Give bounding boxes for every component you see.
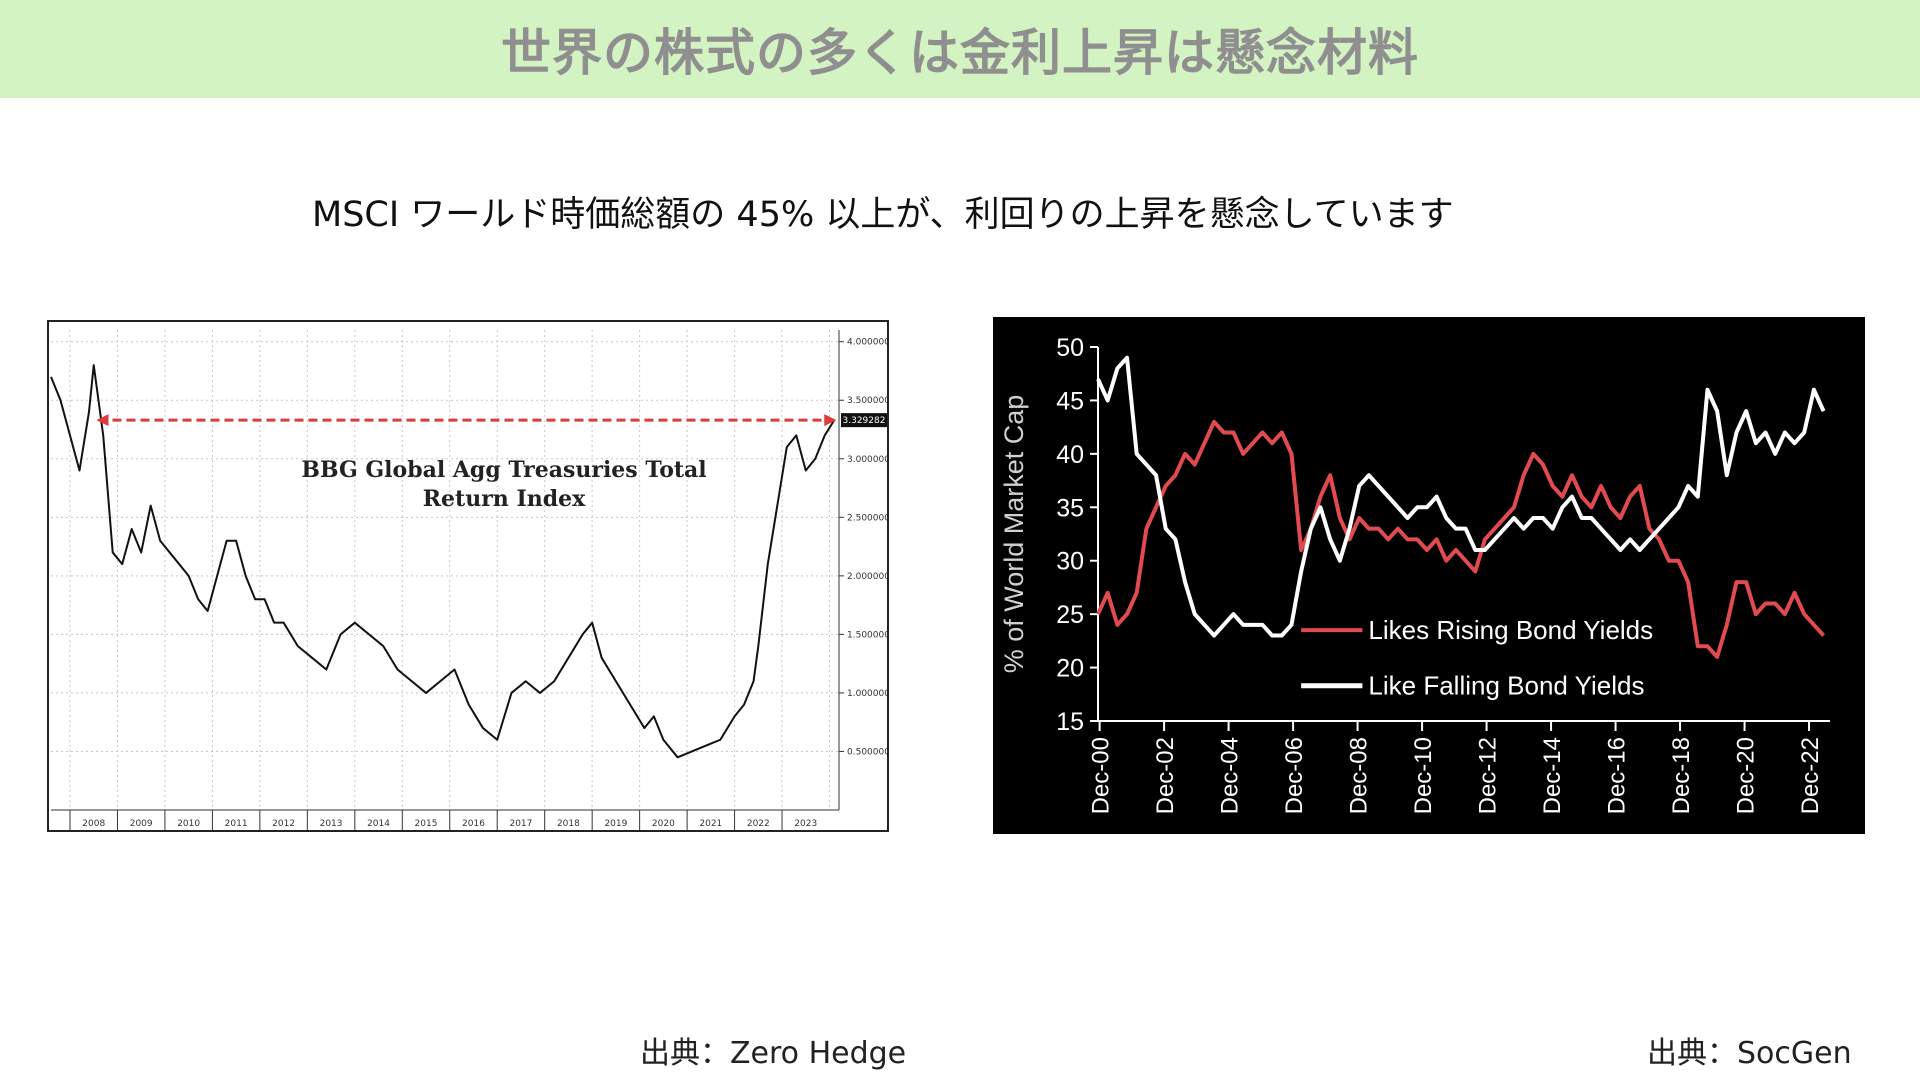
treasuries-chart-svg: 4.000000 3.500000 3.000000 2.500000 2.000000… bbox=[50, 330, 887, 830]
market-cap-chart: 15 20 25 30 35 40 45 50 % of World Market Cap Dec… bbox=[993, 317, 1865, 834]
x-tick-label: Dec-06 bbox=[1281, 737, 1308, 814]
y-tick-label: 40 bbox=[1056, 441, 1084, 469]
y-tick-label: 4.000000 bbox=[847, 338, 887, 348]
x-tick-label: 2008 bbox=[82, 819, 105, 829]
y-tick-label: 20 bbox=[1056, 655, 1084, 683]
x-tick-label: 2020 bbox=[652, 819, 675, 829]
legend-label-rising: Likes Rising Bond Yields bbox=[1368, 615, 1653, 645]
x-tick-label: 2014 bbox=[367, 819, 390, 829]
y-tick-label: 3.500000 bbox=[847, 396, 887, 406]
x-tick-label: Dec-08 bbox=[1346, 737, 1373, 814]
x-tick-label: Dec-14 bbox=[1539, 737, 1566, 814]
y-axis-label: % of World Market Cap bbox=[999, 395, 1029, 674]
y-tick-label: 2.500000 bbox=[847, 513, 887, 523]
source-left: 出典：Zero Hedge bbox=[640, 1036, 907, 1071]
x-tick-label: Dec-00 bbox=[1088, 737, 1115, 814]
y-tick-label: 50 bbox=[1056, 334, 1084, 362]
x-tick-label: Dec-04 bbox=[1217, 737, 1244, 814]
y-tick-label: 45 bbox=[1056, 387, 1084, 415]
slide-subtitle: MSCI ワールド時価総額の 45% 以上が、利回りの上昇を懸念しています bbox=[312, 195, 1454, 235]
source-right: 出典：SocGen bbox=[1647, 1036, 1852, 1071]
y-tick-label: 3.000000 bbox=[847, 455, 887, 465]
x-tick-label: 2018 bbox=[557, 819, 580, 829]
x-tick-label: 2019 bbox=[604, 819, 627, 829]
reference-arrow-left bbox=[96, 414, 109, 427]
x-tick-label: 2009 bbox=[130, 819, 153, 829]
y-tick-label: 1.500000 bbox=[847, 630, 887, 640]
x-tick-label: 2011 bbox=[225, 819, 248, 829]
treasuries-chart: 4.000000 3.500000 3.000000 2.500000 2.000000… bbox=[47, 320, 889, 832]
x-tick-label: 2016 bbox=[462, 819, 485, 829]
chart-title-line2: Return Index bbox=[423, 486, 586, 512]
reference-arrow-right bbox=[824, 414, 837, 427]
x-tick-label: 2023 bbox=[794, 819, 817, 829]
x-tick-label: Dec-22 bbox=[1797, 737, 1824, 814]
y-tick-label: 1.000000 bbox=[847, 689, 887, 699]
x-tick-label: 2021 bbox=[699, 819, 722, 829]
falling-yields-series-line bbox=[1096, 355, 1826, 638]
slide-title: 世界の株式の多くは金利上昇は懸念材料 bbox=[501, 24, 1419, 82]
x-tick-label: 2013 bbox=[320, 819, 343, 829]
x-tick-label: 2017 bbox=[509, 819, 532, 829]
last-value-box bbox=[841, 413, 887, 428]
y-tick-label: 30 bbox=[1056, 548, 1084, 576]
title-bar: 世界の株式の多くは金利上昇は懸念材料 bbox=[0, 0, 1920, 98]
y-tick-label: 25 bbox=[1056, 601, 1084, 629]
legend-label-falling: Like Falling Bond Yields bbox=[1368, 671, 1644, 701]
treasuries-series-line bbox=[50, 364, 836, 759]
x-tick-label: Dec-20 bbox=[1733, 737, 1760, 814]
x-tick-label: Dec-10 bbox=[1410, 737, 1437, 814]
y-tick-label: 2.000000 bbox=[847, 572, 887, 582]
x-tick-label: 2012 bbox=[272, 819, 295, 829]
chart-title-line1: BBG Global Agg Treasuries Total bbox=[301, 457, 706, 483]
x-tick-label: Dec-18 bbox=[1668, 737, 1695, 814]
x-tick-label: 2022 bbox=[747, 819, 770, 829]
y-tick-label: 0.500000 bbox=[847, 747, 887, 757]
y-tick-label: 15 bbox=[1056, 708, 1084, 736]
last-value-label: 3.329282 bbox=[843, 416, 886, 426]
x-tick-label: Dec-02 bbox=[1152, 737, 1179, 814]
x-tick-label: 2010 bbox=[177, 819, 200, 829]
x-tick-label: Dec-12 bbox=[1475, 737, 1502, 814]
rising-yields-series-line bbox=[1096, 419, 1826, 659]
x-tick-label: 2015 bbox=[415, 819, 438, 829]
y-tick-label: 35 bbox=[1056, 494, 1084, 522]
market-cap-chart-svg: 15 20 25 30 35 40 45 50 % of World Market Cap Dec… bbox=[999, 334, 1830, 814]
x-tick-label: Dec-16 bbox=[1604, 737, 1631, 814]
